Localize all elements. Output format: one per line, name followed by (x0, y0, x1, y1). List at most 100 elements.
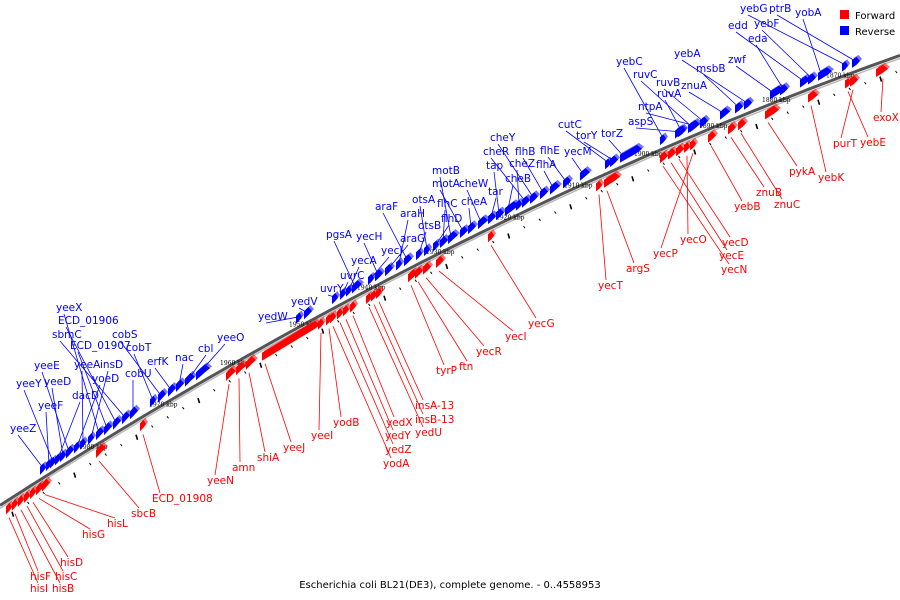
tick-mark (321, 328, 325, 334)
leader-line (598, 194, 607, 281)
leader-line (332, 326, 392, 459)
gene-label-yebA: yebA (674, 48, 701, 60)
gene-torY (610, 155, 618, 168)
leader-line (438, 270, 514, 332)
gene-label-motB: motB (432, 165, 460, 177)
gene-label-yobA: yobA (795, 7, 822, 19)
tick-mark (523, 225, 526, 229)
leader-line (90, 370, 109, 439)
gene-yedX (350, 301, 356, 313)
map-caption: Escherichia coli BL21(DE3), complete gen… (299, 580, 601, 591)
tick-mark (802, 105, 805, 108)
leader-line (333, 240, 356, 287)
leader-line (735, 65, 774, 93)
leader-line (802, 18, 822, 74)
leader-line (57, 401, 81, 459)
tick-mark (755, 123, 759, 130)
gene-hisI (6, 502, 12, 515)
gene-label-yeeY: yeeY (16, 378, 42, 390)
gene-label-shiA: shiA (257, 452, 280, 464)
gene-label-yedW: yedW (258, 311, 288, 323)
leader-line (410, 285, 445, 366)
legend-reverse-label: Reverse (855, 27, 895, 38)
gene-label-ruvA: ruvA (657, 88, 682, 100)
tick-mark (647, 169, 650, 172)
kbp-label: 1980 kbp (79, 444, 108, 451)
gene-label-cheB: cheB (505, 173, 531, 185)
leader-line (318, 332, 322, 431)
gene-label-yodB: yodB (333, 417, 360, 429)
tick-mark (383, 295, 387, 301)
backbone-line (0, 53, 900, 507)
leader-line (623, 67, 664, 139)
gene-yebE (845, 78, 851, 89)
gene-yecP (690, 139, 696, 151)
leader-line (435, 224, 450, 245)
gene-label-yoeD: yoeD (92, 373, 119, 385)
gene-amn (236, 361, 246, 376)
leader-line (497, 143, 534, 198)
gene-cheW (478, 216, 488, 230)
gene-label-cobU: cobU (125, 368, 152, 380)
tick-mark (11, 511, 15, 517)
gene-yecA (346, 285, 352, 297)
tick-mark (73, 472, 77, 478)
tick-mark (244, 371, 247, 374)
kbp-label: 1890 kbp (699, 123, 728, 130)
tick-mark (476, 248, 479, 251)
gene-shiA (246, 356, 256, 370)
gene-yecT (596, 180, 602, 192)
leader-line (248, 372, 266, 453)
gene-label-hisG: hisG (82, 529, 105, 541)
gene-label-yeeA: yeeA (74, 359, 101, 371)
gene-label-yecN: yecN (721, 264, 747, 276)
gene-label-ruvC: ruvC (633, 69, 658, 81)
leader-line (735, 31, 804, 81)
kbp-label: 1940 kbp (357, 285, 386, 292)
leader-line (810, 105, 827, 173)
gene-label-exoX: exoX (873, 112, 899, 124)
leader-line (439, 176, 452, 238)
gene-yecR (423, 262, 431, 275)
leader-line (327, 294, 336, 298)
leader-line (387, 244, 409, 270)
gene-label-torY: torY (576, 130, 598, 142)
gene-label-yecA: yecA (351, 255, 377, 267)
leader-line (63, 313, 100, 434)
kbp-label: 1960 kbp (220, 360, 249, 367)
leader-line (214, 383, 230, 476)
tick-mark (895, 70, 898, 74)
gene-label-yeeZ: yeeZ (10, 423, 36, 435)
leader-line (352, 315, 395, 418)
gene-label-znuA: znuA (681, 80, 708, 92)
tick-mark (368, 303, 371, 307)
gene-aspS (675, 126, 685, 139)
leader-line (133, 353, 154, 401)
leader-line (466, 189, 482, 223)
gene-label-hisF: hisF (30, 571, 51, 583)
leader-line (77, 351, 108, 429)
leader-line (65, 326, 117, 423)
gene-yebA (744, 98, 752, 110)
gene-label-cheY: cheY (490, 132, 516, 144)
genome-backbone (0, 53, 900, 510)
leader-line (670, 162, 728, 251)
gene-label-araH: araH (400, 208, 425, 220)
gene-label-ECD_01908: ECD_01908 (152, 493, 213, 505)
leader-line (740, 133, 783, 200)
gene-label-zwf: zwf (728, 54, 746, 66)
gene-label-insD: insD (100, 359, 123, 371)
leader-line (571, 157, 584, 174)
gene-edd (800, 75, 810, 88)
leader-line (44, 494, 116, 519)
gene-yecI (436, 256, 444, 268)
tick-mark (42, 491, 45, 495)
gene-label-ECD_01906: ECD_01906 (58, 315, 119, 327)
gene-label-argS: argS (626, 263, 650, 275)
leader-line (730, 137, 765, 188)
gene-label-cutC: cutC (558, 119, 582, 131)
tick-mark (569, 204, 573, 210)
legend-reverse-swatch (840, 26, 849, 35)
gene-label-yecT: yecT (598, 280, 623, 292)
